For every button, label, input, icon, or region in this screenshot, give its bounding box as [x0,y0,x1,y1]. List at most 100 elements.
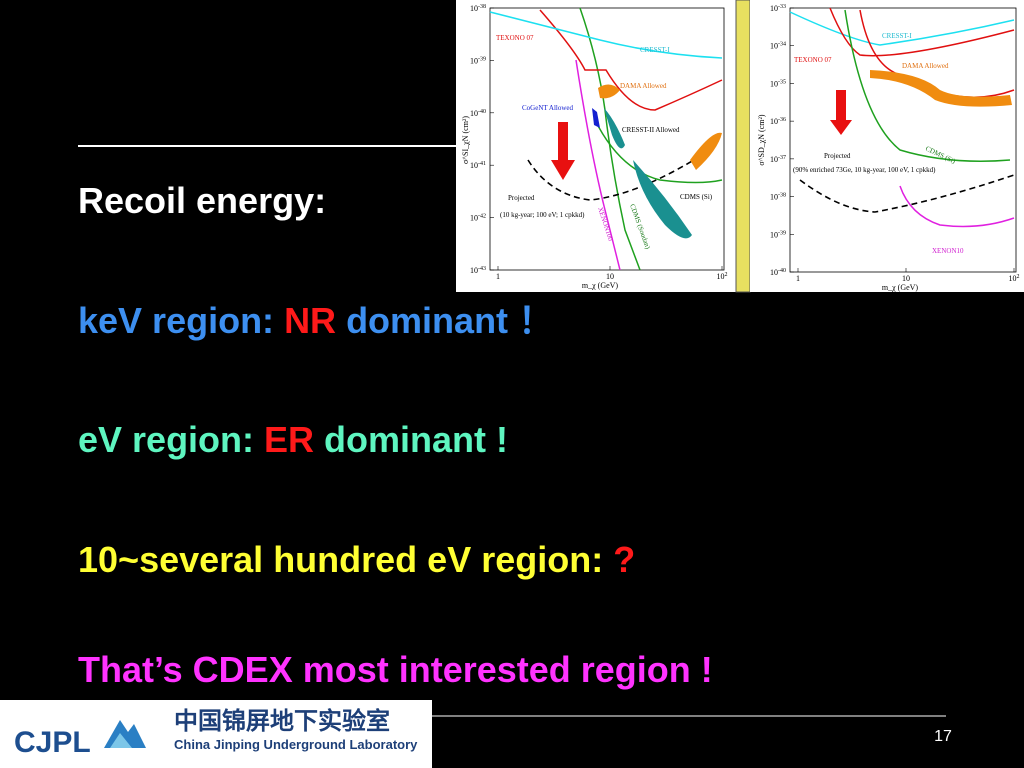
tick-exp: -43 [478,266,486,272]
tick-label: 1 [796,274,800,283]
tick-label: 10-37 [770,155,786,164]
tick-base: 1 [796,274,800,283]
kev-line: keV region: NR dominant ！ [78,300,554,341]
tick-exp: -37 [778,155,786,161]
label: XENON10 [932,247,964,255]
tick-exp: -35 [778,79,786,85]
y-axis-label: σ^SI_χN (cm²) [461,116,470,164]
tick-label: 10-41 [470,161,486,170]
x-axis-label: m_χ (GeV) [582,281,619,290]
tick-base: 10 [470,56,478,65]
tick-base: 10 [470,161,478,170]
tick-label: 10-35 [770,79,786,88]
tick-base: 10 [770,79,778,88]
tick-label: 10-33 [770,4,786,13]
tick-base: 10 [770,4,778,13]
curve [829,7,1015,57]
tick-label: 1 [496,272,500,281]
ev-line: eV region: ER dominant ! [78,419,508,460]
page-number: 17 [934,728,952,745]
figure-labels: CRESST-I TEXONO 07 DAMA Allowed CDMS (Si… [757,4,1020,292]
curve [844,9,1011,162]
text: 10~several hundred eV region: [78,539,613,580]
region [870,70,1012,107]
tick-exp: -34 [778,42,786,48]
hundred-ev-line: 10~several hundred eV region: ? [78,539,635,580]
curve [594,119,723,184]
tick-label: 10-39 [770,230,786,239]
text: dominant ！ [336,300,554,341]
label: TEXONO 07 [496,34,534,42]
arrow [830,90,852,135]
arrow [551,122,575,180]
tick-base: 10 [470,266,478,275]
tick-label: 10 [902,274,910,283]
region [598,84,620,99]
tick-base: 1 [496,272,500,281]
label: CDMS (Si) [680,193,713,201]
tick-base: 10 [770,230,778,239]
label: CRESST-II Allowed [622,126,680,134]
tick-base: 10 [770,268,778,277]
tick-exp: -39 [778,230,786,236]
tick-exp: 2 [1017,274,1020,280]
curve [575,59,621,271]
logo-name-cn: 中国锦屏地下实验室 [174,707,390,735]
tick-base: 10 [717,272,725,281]
x-axis-label: m_χ (GeV) [882,283,919,292]
tick-base: 10 [770,193,778,202]
tick-exp: -38 [778,193,786,199]
tick-base: 10 [1009,274,1017,283]
tick-base: 10 [606,272,614,281]
tick-exp: -42 [478,214,486,220]
tick-label: 102 [717,272,728,281]
tick-base: 10 [470,109,478,118]
tick-label: 10-38 [770,193,786,202]
divider [735,0,751,293]
tick-base: 10 [770,117,778,126]
tick-base: 10 [770,155,778,164]
label: CoGeNT Allowed [522,104,574,112]
logo-name-en: China Jinping Underground Laboratory [174,737,418,752]
tick-exp: -33 [778,4,786,10]
logo-icon [110,733,132,748]
tick-label: 10-39 [470,56,486,65]
tick-base: 10 [902,274,910,283]
tick-exp: -38 [478,4,486,10]
tick-label: 10-43 [470,266,486,275]
text: eV region: [78,419,264,460]
curve [539,9,723,111]
curve [899,185,1015,228]
tick-exp: -40 [478,109,486,115]
tick-base: 10 [470,214,478,223]
logo-mark: CJPL [14,726,91,759]
tick-base: 10 [470,4,478,13]
tick-exp: -39 [478,56,486,62]
tick-base: 10 [770,42,778,51]
tick-label: 10-40 [470,109,486,118]
label: TEXONO 07 [794,56,832,64]
tick-label: 10-34 [770,42,786,51]
text: ? [613,539,635,580]
region [604,108,625,149]
curve [789,11,1015,46]
tick-label: 10-36 [770,117,786,126]
region [690,132,722,170]
figure-panel [750,0,1024,292]
text: keV region: [78,300,284,341]
label: CRESST-I [882,32,912,40]
heading: Recoil energy: [78,180,326,221]
tick-label: 10-38 [470,4,486,13]
text: NR [284,300,336,341]
tick-exp: -41 [478,161,486,167]
region [633,160,692,239]
tick-label: 10-42 [470,214,486,223]
tick-exp: -36 [778,117,786,123]
label: Projected [508,194,535,202]
tick-label: 10-40 [770,268,786,277]
logo-box [0,700,432,768]
text: That’s CDEX most interested region ! [78,649,713,690]
logo-icon [104,720,146,748]
plot-frame [489,7,725,271]
